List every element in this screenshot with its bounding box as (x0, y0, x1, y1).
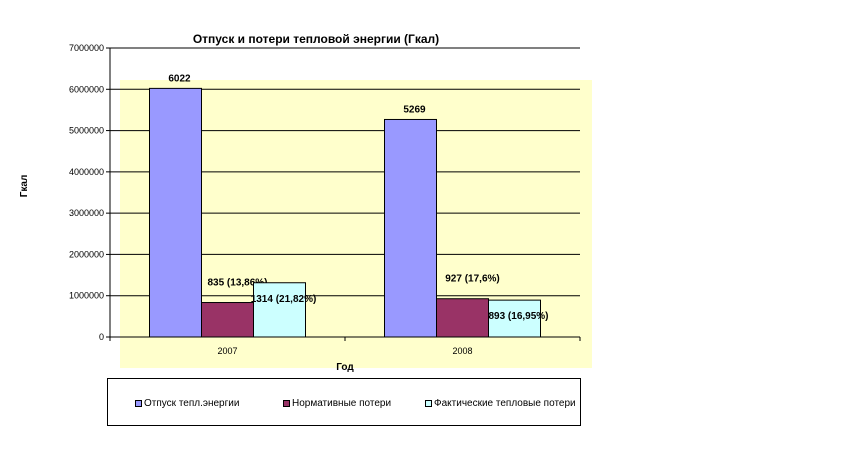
y-tick-label: 2000000 (69, 249, 104, 259)
x-tick-label: 2007 (217, 346, 237, 356)
y-tick-label: 6000000 (69, 84, 104, 94)
legend-label-series-2: Нормативные потери (292, 398, 392, 409)
y-tick-label: 1000000 (69, 291, 104, 301)
legend-swatch-series-2 (283, 400, 290, 407)
bar-2 (436, 298, 489, 338)
bar-2 (201, 302, 254, 338)
data-label: 835 (13,86%) (207, 278, 267, 289)
y-tick-label: 7000000 (69, 43, 104, 53)
data-label: 1314 (21,82%) (251, 294, 317, 305)
legend-swatch-series-3 (425, 400, 432, 407)
bar-1 (384, 118, 437, 338)
y-tick-label: 4000000 (69, 167, 104, 177)
legend: Отпуск тепл.энергии Нормативные потери Ф… (107, 378, 581, 426)
legend-swatch-series-1 (135, 400, 142, 407)
legend-item-series-2: Нормативные потери (283, 398, 391, 409)
data-label: 5269 (403, 104, 426, 115)
chart-title: Отпуск и потери тепловой энергии (Гкал) (193, 32, 439, 46)
y-tick-label: 0 (99, 332, 104, 342)
y-tick-label: 3000000 (69, 208, 104, 218)
bar-1 (149, 87, 202, 338)
y-axis-label: Гкал (19, 175, 30, 198)
legend-item-series-1: Отпуск тепл.энергии (135, 398, 239, 409)
data-label: 6022 (168, 73, 191, 84)
x-tick-label: 2008 (452, 346, 472, 356)
bar-3 (253, 282, 306, 338)
data-label: 893 (16,95%) (488, 311, 548, 322)
x-axis-label: Год (336, 362, 354, 373)
y-tick-label: 5000000 (69, 126, 104, 136)
bar-3 (488, 299, 541, 338)
legend-label-series-3: Фактические тепловые потери (434, 398, 576, 409)
data-label: 927 (17,6%) (445, 274, 499, 285)
legend-item-series-3: Фактические тепловые потери (425, 398, 576, 409)
legend-label-series-1: Отпуск тепл.энергии (144, 398, 240, 409)
